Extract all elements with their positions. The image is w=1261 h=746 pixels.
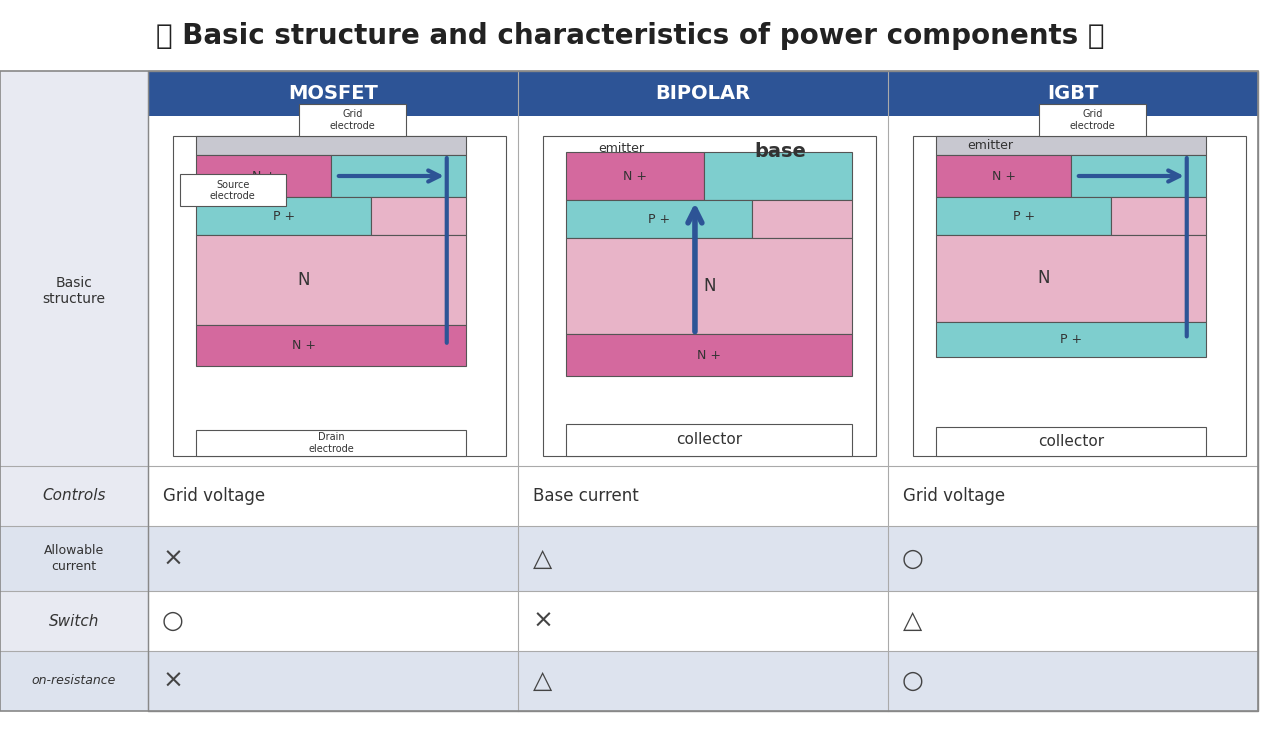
Bar bbox=[936, 427, 1206, 456]
Bar bbox=[936, 155, 1071, 197]
Text: ○: ○ bbox=[163, 609, 184, 633]
Bar bbox=[518, 71, 888, 116]
Text: N: N bbox=[1038, 269, 1050, 287]
Text: △: △ bbox=[903, 609, 923, 633]
Text: N +: N + bbox=[697, 348, 721, 362]
Bar bbox=[518, 526, 888, 591]
Text: N: N bbox=[702, 278, 715, 295]
Bar bbox=[148, 71, 518, 116]
Text: Base current: Base current bbox=[533, 487, 639, 505]
Bar bbox=[936, 197, 1111, 235]
Text: IGBT: IGBT bbox=[1048, 84, 1098, 103]
Text: ○: ○ bbox=[902, 547, 924, 571]
Text: MOSFET: MOSFET bbox=[288, 84, 378, 103]
Text: Drain
electrode: Drain electrode bbox=[308, 433, 354, 454]
Bar bbox=[148, 71, 1258, 711]
Text: ×: × bbox=[163, 547, 184, 571]
Text: N +: N + bbox=[623, 169, 647, 183]
Bar bbox=[1039, 104, 1146, 136]
Text: N +: N + bbox=[252, 169, 276, 183]
Text: emitter: emitter bbox=[598, 142, 644, 155]
Bar bbox=[197, 430, 465, 456]
Text: △: △ bbox=[533, 547, 552, 571]
Bar bbox=[752, 200, 852, 239]
Bar bbox=[371, 197, 465, 235]
Text: P +: P + bbox=[272, 210, 295, 222]
Bar bbox=[936, 136, 1206, 155]
Text: 【 Basic structure and characteristics of power components 】: 【 Basic structure and characteristics of… bbox=[156, 22, 1105, 50]
Bar bbox=[704, 152, 852, 200]
Bar bbox=[330, 155, 465, 197]
Bar bbox=[173, 136, 506, 456]
Bar bbox=[0, 71, 1258, 711]
Bar bbox=[566, 424, 852, 456]
Bar bbox=[566, 334, 852, 376]
Text: N: N bbox=[298, 271, 310, 289]
Bar bbox=[179, 175, 286, 207]
Text: Allowable
current: Allowable current bbox=[44, 545, 105, 572]
Bar bbox=[0, 651, 148, 711]
Bar bbox=[936, 322, 1206, 357]
Text: Grid voltage: Grid voltage bbox=[163, 487, 265, 505]
Bar bbox=[197, 136, 465, 155]
Text: Grid voltage: Grid voltage bbox=[903, 487, 1005, 505]
Bar bbox=[888, 526, 1258, 591]
Bar bbox=[913, 136, 1246, 456]
Text: collector: collector bbox=[1038, 434, 1103, 449]
Bar bbox=[0, 526, 148, 591]
Bar bbox=[0, 71, 148, 711]
Bar bbox=[566, 200, 752, 239]
Bar bbox=[936, 235, 1206, 322]
Text: emitter: emitter bbox=[967, 140, 1013, 152]
Text: ×: × bbox=[163, 669, 184, 693]
Bar bbox=[566, 152, 704, 200]
Bar bbox=[299, 104, 406, 136]
Text: Controls: Controls bbox=[43, 489, 106, 504]
Text: Switch: Switch bbox=[49, 613, 100, 628]
Bar bbox=[888, 71, 1258, 116]
Text: P +: P + bbox=[1061, 333, 1082, 345]
Text: △: △ bbox=[533, 669, 552, 693]
Bar bbox=[197, 197, 371, 235]
Text: collector: collector bbox=[676, 433, 743, 448]
Bar bbox=[543, 136, 875, 456]
Bar bbox=[197, 155, 330, 197]
Bar bbox=[566, 239, 852, 334]
Text: ○: ○ bbox=[902, 669, 924, 693]
Bar bbox=[518, 651, 888, 711]
Text: N +: N + bbox=[293, 339, 317, 352]
Text: BIPOLAR: BIPOLAR bbox=[656, 84, 750, 103]
Bar bbox=[1071, 155, 1206, 197]
Text: P +: P + bbox=[648, 213, 671, 226]
Text: P +: P + bbox=[1013, 210, 1035, 222]
Text: Grid
electrode: Grid electrode bbox=[1069, 109, 1116, 131]
Text: base: base bbox=[755, 142, 807, 161]
Bar bbox=[148, 526, 518, 591]
Text: Source
electrode: Source electrode bbox=[211, 180, 256, 201]
Bar bbox=[1111, 197, 1206, 235]
Text: N +: N + bbox=[991, 169, 1015, 183]
Bar bbox=[888, 651, 1258, 711]
Text: ×: × bbox=[532, 609, 554, 633]
Text: on-resistance: on-resistance bbox=[32, 674, 116, 688]
Bar bbox=[197, 235, 465, 325]
Text: Grid
electrode: Grid electrode bbox=[329, 109, 376, 131]
Text: Basic
structure: Basic structure bbox=[43, 276, 106, 306]
Bar bbox=[148, 651, 518, 711]
Bar bbox=[197, 325, 465, 366]
